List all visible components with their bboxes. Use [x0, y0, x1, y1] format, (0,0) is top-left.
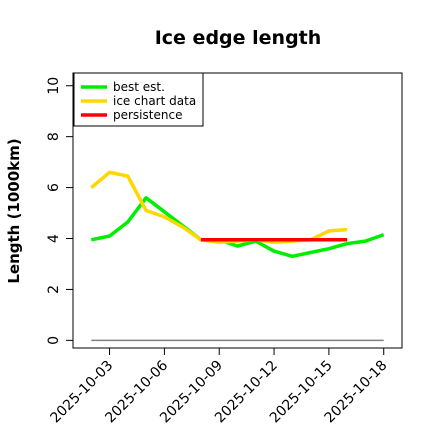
series-layer	[90, 170, 385, 259]
legend-label: best est.	[113, 80, 165, 94]
y-tick-label: 2	[46, 285, 62, 294]
y-tick-label: 8	[46, 132, 62, 141]
series-line-best-est	[90, 196, 385, 259]
y-tick-label: 4	[46, 234, 62, 243]
legend-label: ice chart data	[113, 94, 196, 108]
y-tick-label: 6	[46, 183, 62, 192]
axis-layer: 2025-10-032025-10-062025-10-092025-10-12…	[46, 77, 391, 427]
y-tick-label: 10	[46, 77, 62, 95]
y-tick-label: 0	[46, 336, 62, 345]
y-axis-label: Length (1000km)	[5, 138, 23, 283]
legend-label: persistence	[113, 108, 182, 122]
series-line-ice-chart-data	[90, 170, 348, 245]
chart-title: Ice edge length	[155, 27, 322, 49]
plot-frame	[72, 72, 403, 349]
